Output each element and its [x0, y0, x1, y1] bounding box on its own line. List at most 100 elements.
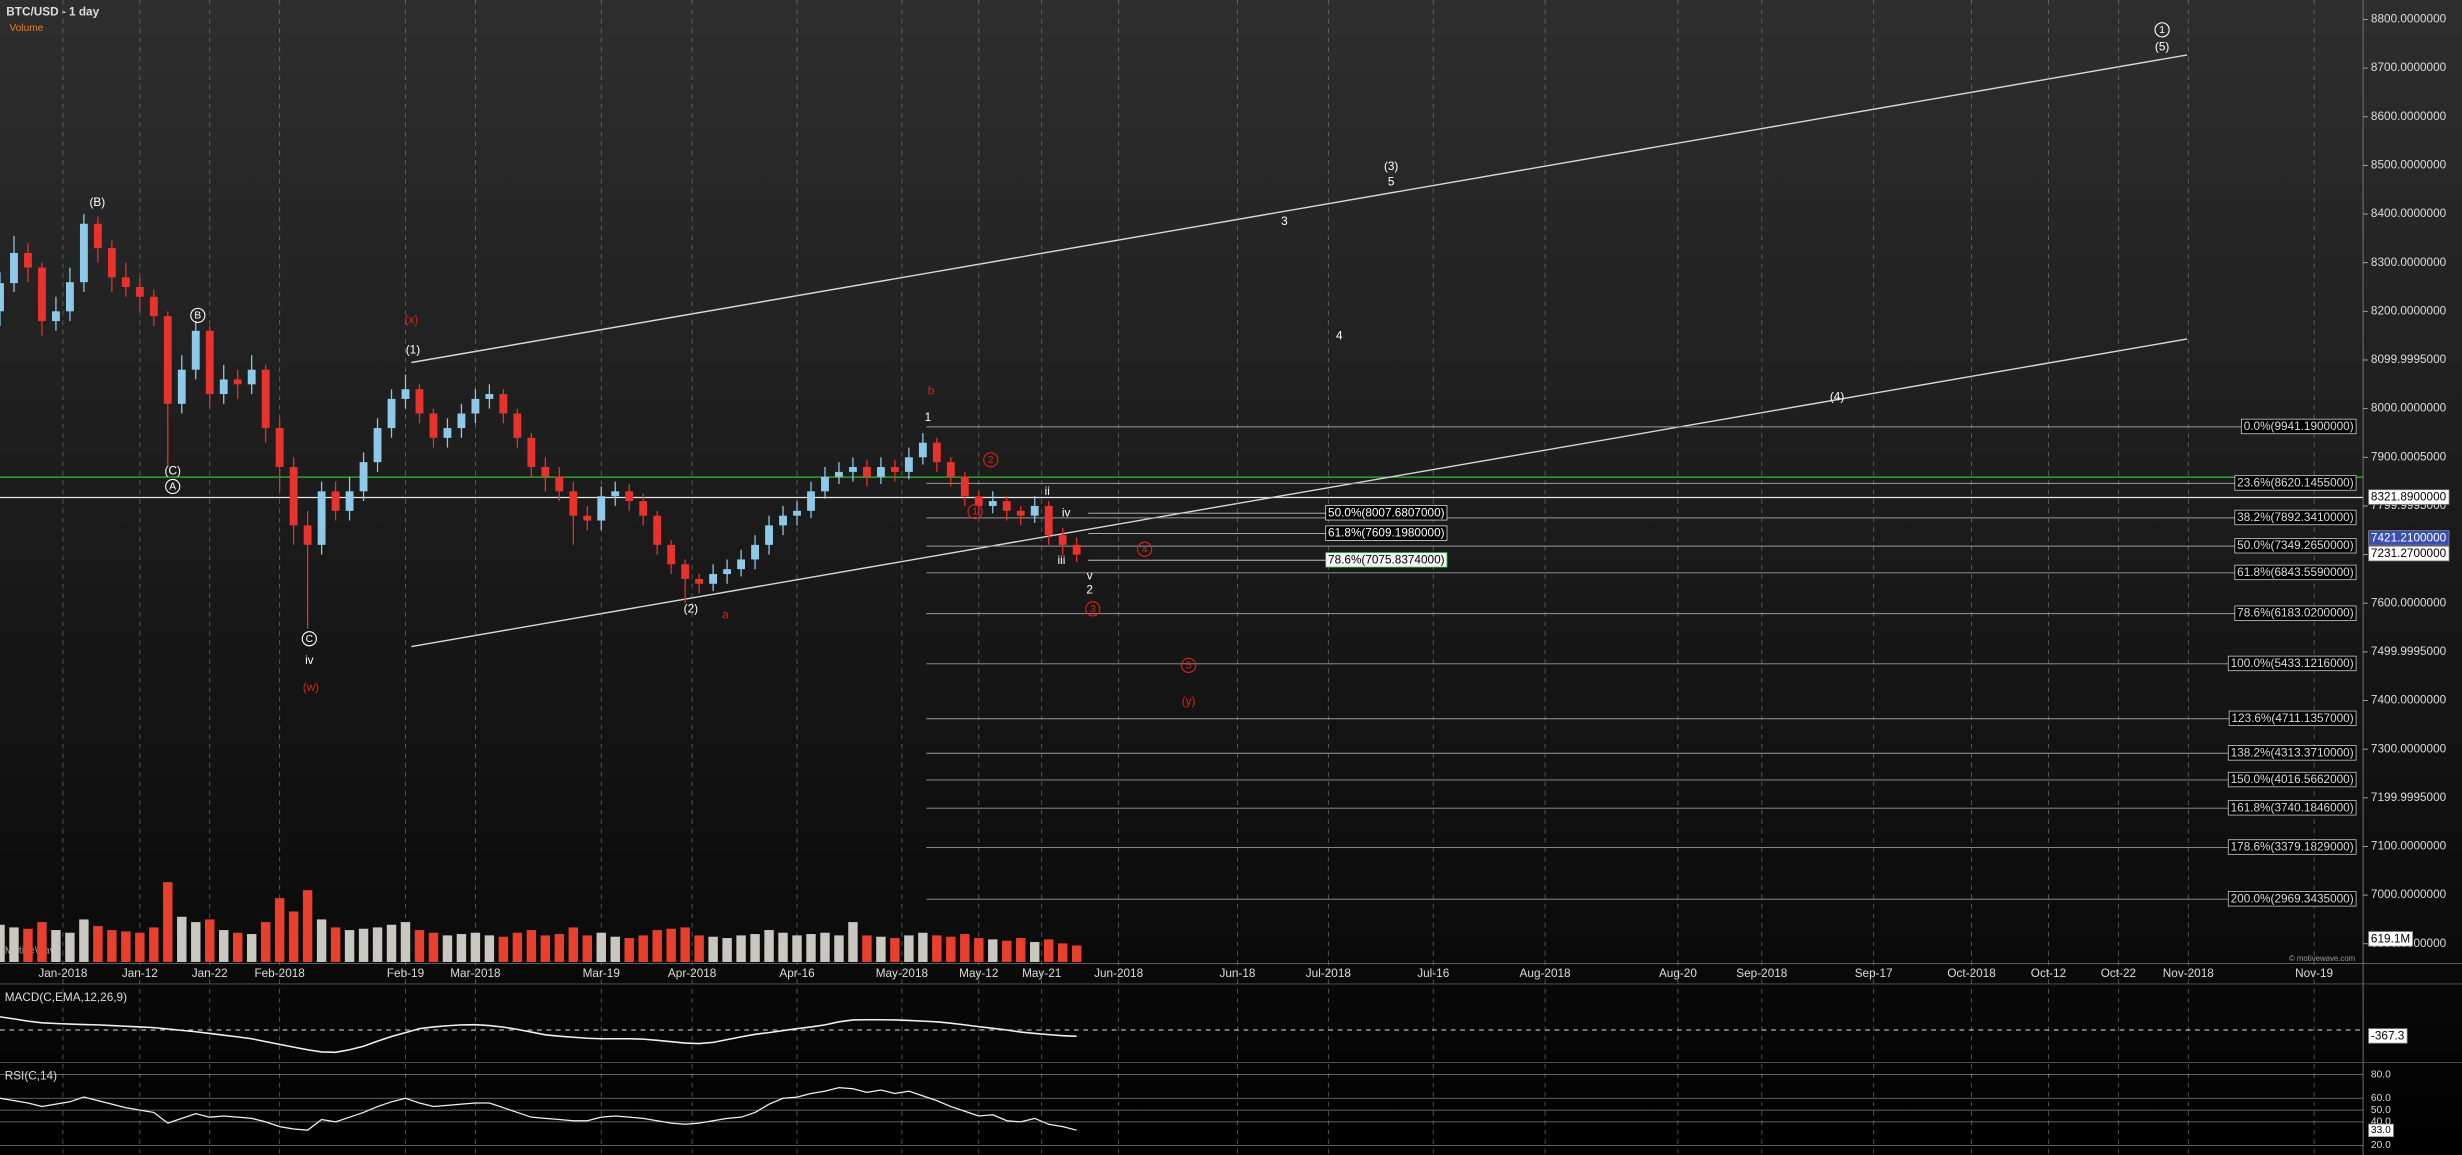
x-tick-label: Jul-2018: [1306, 967, 1352, 980]
price-box-label: 8321.8900000: [2371, 491, 2447, 504]
candle-body: [807, 491, 815, 511]
candle-body: [946, 462, 955, 477]
x-tick-label: Sep-2018: [1736, 967, 1787, 980]
fib-level-label: 78.6%(7075.8374000): [1328, 553, 1445, 566]
fib-level-label: 150.0%(4016.5662000): [2231, 773, 2354, 786]
candle-body: [79, 223, 88, 283]
wave-label: (B): [90, 196, 106, 209]
y-tick-label: 8500.0000000: [2371, 159, 2447, 172]
wave-label: (3): [1384, 160, 1398, 173]
volume-bar: [610, 936, 620, 962]
rsi-last-label: 33.0: [2371, 1125, 2391, 1136]
y-tick-label: 7300.0000000: [2371, 742, 2447, 755]
wave-label: (C): [165, 464, 181, 477]
fib-level-label: 123.6%(4711.1357000): [2232, 712, 2354, 725]
y-tick-label: 8600.0000000: [2371, 110, 2447, 123]
fib-level-label: 61.8%(7609.1980000): [1328, 527, 1445, 540]
x-tick-label: Nov-19: [2295, 967, 2333, 980]
candle-body: [821, 476, 829, 492]
label-box: [2368, 1123, 2394, 1138]
price-box-label: 7231.2700000: [2371, 547, 2447, 560]
x-tick-label: Oct-12: [2031, 967, 2066, 980]
candle-body: [177, 369, 186, 404]
candle-body: [737, 559, 746, 570]
candle-body: [499, 394, 508, 414]
candle-body: [695, 578, 704, 584]
wave-label: 1: [972, 507, 978, 518]
candle-body: [261, 369, 270, 429]
wave-label: 4: [1142, 544, 1148, 555]
volume-title: Volume: [9, 23, 43, 34]
candle-body: [331, 491, 340, 511]
volume-bar: [205, 919, 215, 962]
wave-label: B: [194, 311, 201, 322]
candle-body: [890, 467, 899, 472]
candle-body: [597, 496, 606, 521]
y-tick-label: 8300.0000000: [2371, 256, 2447, 269]
candle-body: [541, 467, 550, 477]
wave-label: iv: [305, 654, 314, 667]
volume-bar: [456, 934, 467, 962]
fib-level-label: 38.2%(7892.3410000): [2237, 511, 2354, 524]
volume-bar: [582, 935, 592, 962]
candle-body: [415, 389, 424, 414]
volume-bar: [135, 932, 145, 962]
volume-bar: [107, 930, 117, 962]
volume-bar: [9, 927, 19, 962]
chart-title: BTC/USD - 1 day: [6, 6, 99, 19]
candle-body: [52, 311, 60, 322]
rsi-tick-label: 20.0: [2371, 1140, 2391, 1151]
candle-body: [1002, 501, 1011, 511]
candle-body: [1072, 544, 1081, 555]
y-tick-label: 7900.0005000: [2371, 450, 2447, 463]
candle-body: [1058, 535, 1067, 545]
volume-bar: [932, 935, 942, 962]
rsi-tick-label: 40.0: [2371, 1117, 2391, 1128]
candle-body: [1016, 510, 1025, 516]
candle-body: [527, 437, 536, 468]
wave-label: 2: [988, 455, 994, 466]
candle-body: [555, 476, 564, 492]
y-tick-label: 8800.0000000: [2371, 13, 2447, 26]
candle-body: [751, 544, 759, 560]
x-tick-label: May-2018: [876, 967, 929, 980]
volume-bar: [540, 935, 551, 962]
volume-bar: [1016, 938, 1026, 962]
wave-label: b: [928, 384, 935, 397]
x-tick-label: May-12: [959, 967, 998, 980]
y-tick-label: 7199.9995000: [2371, 791, 2447, 804]
rsi-tick-label: 60.0: [2371, 1093, 2391, 1104]
candle-body: [401, 389, 410, 399]
label-box: [2234, 605, 2357, 621]
candle-body: [457, 413, 466, 429]
volume-bar: [288, 911, 299, 962]
candle-body: [107, 248, 116, 278]
candle-body: [38, 267, 46, 322]
volume-bar: [1002, 940, 1012, 962]
x-tick-label: Jun-18: [1219, 967, 1255, 980]
wave-label: 2: [1086, 584, 1093, 597]
volume-bar: [442, 935, 453, 962]
y-tick-label: 8200.0000000: [2371, 304, 2447, 317]
volume-bar: [246, 934, 257, 962]
volume-bar: [708, 936, 718, 962]
volume-bar: [680, 927, 690, 962]
label-box: [1325, 525, 1448, 541]
candle-body: [793, 510, 801, 516]
volume-bar: [23, 928, 33, 962]
candle-body: [1044, 505, 1053, 536]
volume-bar: [484, 935, 495, 962]
volume-bar: [149, 927, 159, 962]
trend-line: [411, 338, 2188, 648]
wave-label: iv: [1062, 507, 1071, 520]
rsi-line: [0, 1086, 1077, 1131]
wave-label: C: [306, 634, 313, 645]
volume-bar: [177, 916, 187, 962]
rsi-tick-label: 80.0: [2371, 1069, 2391, 1080]
y-tick-label: 7000.0000000: [2371, 888, 2447, 901]
x-tick-label: Mar-2018: [450, 967, 501, 980]
price-box-label: 7421.2100000: [2371, 531, 2447, 544]
fib-level-label: 178.6%(3379.1829000): [2231, 841, 2354, 854]
